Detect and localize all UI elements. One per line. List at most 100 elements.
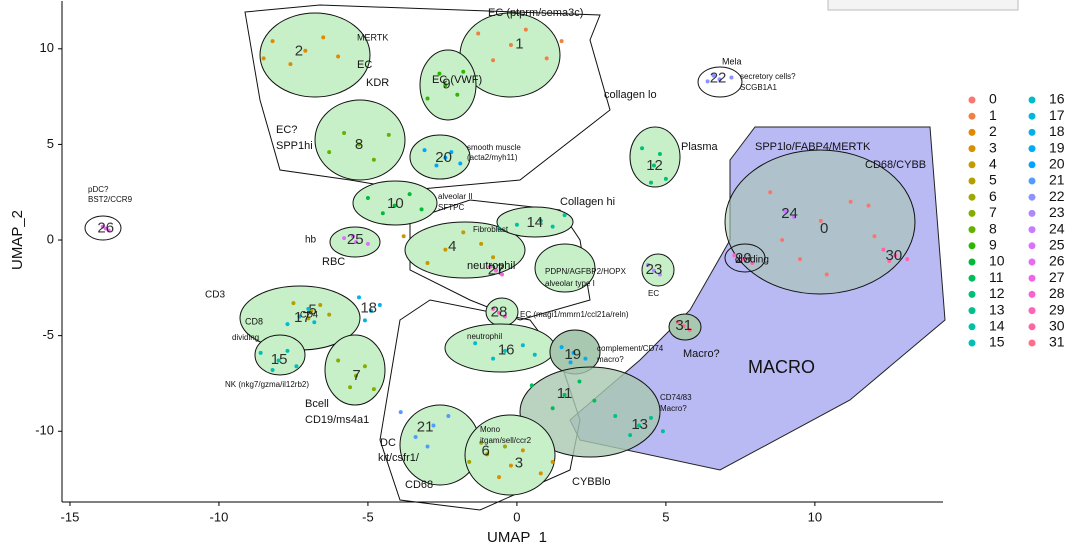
cluster-label: 8 (355, 136, 363, 153)
point (544, 56, 549, 61)
point (660, 429, 665, 434)
cluster-label: 10 (387, 195, 404, 212)
outline (409, 199, 591, 321)
point (583, 356, 588, 361)
annotation: Macro? (683, 348, 720, 360)
point (342, 236, 347, 241)
point (887, 259, 892, 264)
legend-swatch (968, 307, 976, 315)
point (306, 316, 311, 321)
point (500, 272, 505, 277)
cluster-label: 13 (631, 416, 648, 433)
point (270, 39, 275, 44)
point (467, 459, 472, 464)
cluster-outline (314, 99, 406, 181)
point (646, 262, 651, 267)
annotation: alveolar type I (545, 279, 595, 288)
point (711, 73, 716, 78)
point (479, 440, 484, 445)
y-tick-label: 5 (47, 136, 54, 151)
point (476, 31, 481, 36)
annotation: CYBBlo (572, 476, 611, 488)
annotation: (acta2/myh11) (467, 153, 518, 162)
legend-label: 4 (989, 156, 997, 172)
cluster-label: 6 (481, 442, 489, 459)
legend-label: 15 (989, 334, 1005, 350)
point (577, 379, 582, 384)
point (538, 471, 543, 476)
annotation: hb (305, 235, 317, 246)
point (502, 314, 507, 319)
annotation: NK (nkg7/gzma/il12rb2) (225, 380, 309, 389)
point (351, 234, 356, 239)
annotation: CD3 (205, 290, 225, 301)
annotation: CD8 (245, 316, 263, 326)
point (559, 345, 564, 350)
point (571, 350, 576, 355)
legend-label: 6 (989, 188, 997, 204)
legend-swatch (968, 145, 976, 153)
annotation: EC? (276, 124, 297, 136)
annotation: RBC (322, 256, 345, 268)
annotation: CD4 (300, 309, 318, 319)
point (848, 199, 853, 204)
annotation: Macro? (660, 404, 687, 413)
cluster-label: 21 (417, 418, 434, 435)
legend-label: 16 (1049, 91, 1065, 107)
point (550, 406, 555, 411)
legend-swatch (968, 226, 976, 234)
cluster-outline (404, 221, 526, 279)
point (818, 218, 823, 223)
point (422, 148, 427, 153)
point (258, 350, 263, 355)
point (497, 475, 502, 480)
point (881, 247, 886, 252)
cluster-outline (254, 334, 306, 376)
point (675, 320, 680, 325)
point (502, 348, 507, 353)
point (443, 247, 448, 252)
annotation: CD68 (405, 479, 433, 491)
point (824, 272, 829, 277)
point (425, 96, 430, 101)
legend-label: 24 (1049, 220, 1065, 236)
legend-label: 13 (989, 301, 1005, 317)
annotation: Bcell (305, 398, 329, 410)
legend-label: 22 (1049, 188, 1065, 204)
point (318, 303, 323, 308)
legend-swatch (1028, 161, 1036, 169)
window-fragment (827, 0, 1019, 11)
point (380, 211, 385, 216)
legend-swatch (1028, 128, 1036, 136)
annotation: neutrophil (467, 332, 502, 341)
point (893, 253, 898, 258)
point (732, 253, 737, 258)
point (458, 161, 463, 166)
legend-swatch (968, 112, 976, 120)
legend-label: 14 (989, 318, 1005, 334)
point (681, 324, 686, 329)
point (392, 203, 397, 208)
point (446, 413, 451, 418)
annotation: MERTK (357, 32, 388, 42)
annotation: itgam/sell/ccr2 (480, 436, 532, 445)
legend-swatch (968, 339, 976, 347)
point (398, 410, 403, 415)
legend-label: 21 (1049, 172, 1065, 188)
point (103, 226, 108, 231)
legend-label: 11 (989, 269, 1004, 285)
legend-swatch (1028, 242, 1036, 250)
point (303, 48, 308, 53)
point (729, 75, 734, 80)
legend-swatch (1028, 339, 1036, 347)
point (336, 54, 341, 59)
point (276, 358, 281, 363)
x-axis-title: UMAP_1 (487, 529, 547, 542)
annotation: macro? (597, 355, 624, 364)
point (866, 203, 871, 208)
annotation: Mela (722, 56, 742, 66)
legend-label: 23 (1049, 204, 1065, 220)
cluster-label: 18 (360, 299, 377, 316)
legend-swatch (1028, 226, 1036, 234)
